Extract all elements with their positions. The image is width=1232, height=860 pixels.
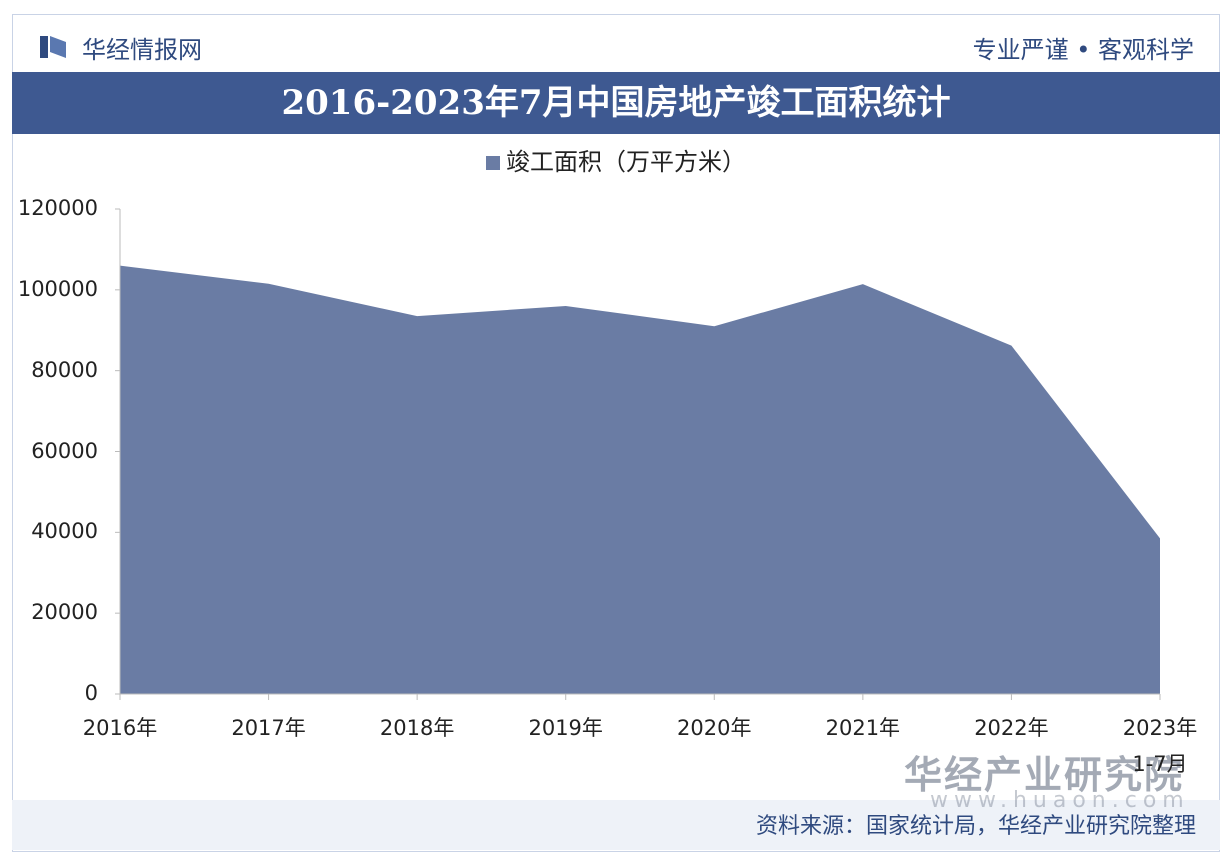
watermark-name: 华经产业研究院 bbox=[904, 753, 1185, 797]
y-tick-label: 0 bbox=[84, 681, 98, 705]
y-tick-label: 20000 bbox=[31, 600, 98, 625]
chart-title: 2016-2023年7月中国房地产竣工面积统计 bbox=[12, 72, 1220, 134]
x-tick-label: 2017年 bbox=[231, 716, 306, 740]
x-tick-label: 2020年 bbox=[677, 716, 752, 740]
footer-band bbox=[12, 800, 1220, 850]
y-tick-label: 100000 bbox=[17, 276, 98, 301]
y-tick-label: 120000 bbox=[17, 196, 98, 220]
x-tick-label: 2018年 bbox=[379, 716, 455, 740]
watermark-url: www.huaon.com bbox=[930, 788, 1190, 813]
brand: 华经情报网 bbox=[82, 36, 202, 64]
source: 资料来源：国家统计局，华经产业研究院整理 bbox=[755, 814, 1196, 839]
x-tick-label: 2022年 bbox=[974, 716, 1049, 740]
legend-swatch bbox=[486, 156, 500, 170]
x-tick-label: 2021年 bbox=[825, 716, 901, 740]
x-tick-label: 2016年 bbox=[82, 716, 158, 740]
legend-label: 竣工面积（万平方米） bbox=[506, 148, 746, 176]
logo bbox=[40, 36, 66, 58]
x-tick-label: 2019年 bbox=[528, 716, 603, 740]
y-tick-label: 40000 bbox=[31, 519, 98, 544]
x-tick-label: 2023年 1-7月 bbox=[1122, 716, 1198, 776]
y-tick-label: 80000 bbox=[31, 357, 98, 382]
legend: 竣工面积（万平方米） bbox=[0, 142, 1232, 177]
slogan: 专业严谨 • 客观科学 bbox=[972, 36, 1194, 64]
area bbox=[120, 265, 1160, 694]
frame bbox=[12, 14, 1220, 852]
y-tick-label: 60000 bbox=[31, 438, 98, 463]
